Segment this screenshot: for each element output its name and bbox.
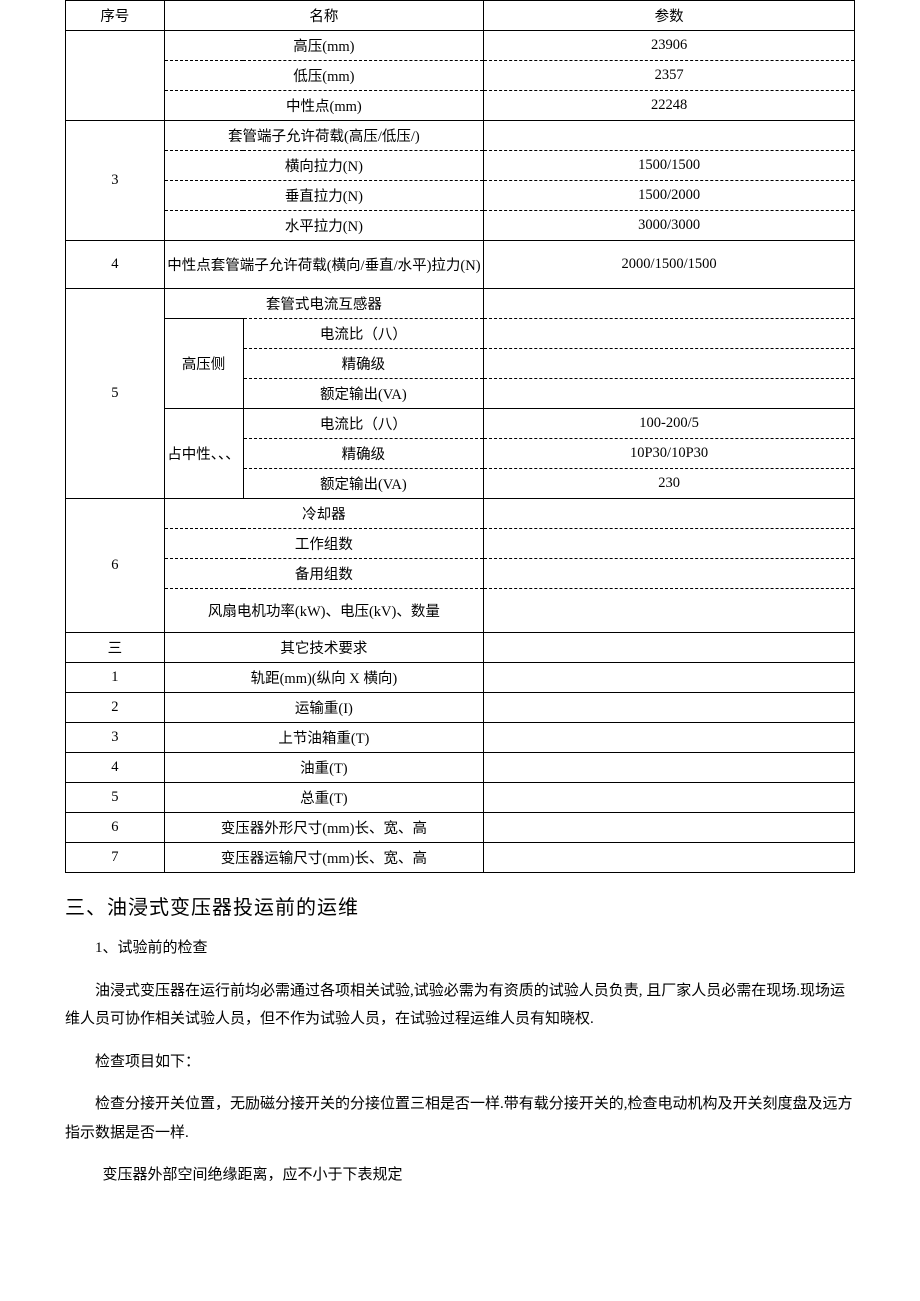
cell-name: 精确级: [243, 439, 484, 469]
cell-val: [484, 319, 855, 349]
idx: 6: [66, 499, 165, 633]
cell-name: 套管式电流互感器: [164, 289, 484, 319]
cell-name: 其它技术要求: [164, 633, 484, 663]
paragraph: 变压器外部空间绝缘距离，应不小于下表规定: [65, 1161, 855, 1190]
cell-name: 工作组数: [164, 529, 484, 559]
cell-val: 3000/3000: [484, 211, 855, 241]
cell-val: 23906: [484, 31, 855, 61]
cell-name: 额定输出(VA): [243, 379, 484, 409]
cell-val: [484, 529, 855, 559]
cell-val: [484, 589, 855, 633]
cell-val: 22248: [484, 91, 855, 121]
idx: 4: [66, 241, 165, 289]
cell-val: [484, 289, 855, 319]
cell-val: [484, 753, 855, 783]
cell-name: 中性点(mm): [164, 91, 484, 121]
cell-val: 2357: [484, 61, 855, 91]
idx: 3: [66, 121, 165, 241]
cell-val: [484, 783, 855, 813]
cell-name: 中性点套管端子允许荷载(横向/垂直/水平)拉力(N): [164, 241, 484, 289]
cell-name: 电流比（八）: [243, 409, 484, 439]
cell-name: 水平拉力(N): [164, 211, 484, 241]
cell-name: 油重(T): [164, 753, 484, 783]
th-param: 参数: [484, 1, 855, 31]
idx: 7: [66, 843, 165, 873]
idx: 三: [66, 633, 165, 663]
idx: 2: [66, 693, 165, 723]
cell-val: [484, 723, 855, 753]
cell-val: [484, 843, 855, 873]
idx-blank: [66, 31, 165, 121]
th-index: 序号: [66, 1, 165, 31]
cell-val: [484, 379, 855, 409]
idx: 5: [66, 783, 165, 813]
cell-name: 轨距(mm)(纵向 X 横向): [164, 663, 484, 693]
cell-name: 低压(mm): [164, 61, 484, 91]
cell-val: [484, 693, 855, 723]
cell-val: [484, 349, 855, 379]
cell-val: [484, 121, 855, 151]
idx: 5: [66, 289, 165, 499]
cell-name: 备用组数: [164, 559, 484, 589]
cell-name: 冷却器: [164, 499, 484, 529]
cell-val: [484, 663, 855, 693]
sub-label: 占中性、、、: [164, 409, 243, 499]
paragraph: 油浸式变压器在运行前均必需通过各项相关试验,试验必需为有资质的试验人员负责, 且…: [65, 977, 855, 1034]
cell-name: 套管端子允许荷载(高压/低压/): [164, 121, 484, 151]
spec-table: 序号 名称 参数 高压(mm) 23906 低压(mm) 2357 中性点(mm…: [65, 0, 855, 873]
sub-label: 高压侧: [164, 319, 243, 409]
cell-name: 运输重(I): [164, 693, 484, 723]
cell-val: [484, 633, 855, 663]
paragraph: 1、试验前的检查: [65, 934, 855, 963]
cell-val: 1500/2000: [484, 181, 855, 211]
idx: 4: [66, 753, 165, 783]
cell-name: 额定输出(VA): [243, 469, 484, 499]
cell-name: 上节油箱重(T): [164, 723, 484, 753]
cell-name: 高压(mm): [164, 31, 484, 61]
cell-val: [484, 559, 855, 589]
idx: 1: [66, 663, 165, 693]
cell-val: [484, 813, 855, 843]
cell-val: 100-200/5: [484, 409, 855, 439]
paragraph: 检查项目如下：: [65, 1048, 855, 1077]
section-title: 三、油浸式变压器投运前的运维: [65, 891, 855, 920]
cell-name: 精确级: [243, 349, 484, 379]
cell-val: 1500/1500: [484, 151, 855, 181]
cell-val: [484, 499, 855, 529]
idx: 6: [66, 813, 165, 843]
cell-name: 变压器运输尺寸(mm)长、宽、高: [164, 843, 484, 873]
cell-val: 2000/1500/1500: [484, 241, 855, 289]
th-name: 名称: [164, 1, 484, 31]
cell-name: 横向拉力(N): [164, 151, 484, 181]
cell-name: 变压器外形尺寸(mm)长、宽、高: [164, 813, 484, 843]
paragraph: 检查分接开关位置，无励磁分接开关的分接位置三相是否一样.带有载分接开关的,检查电…: [65, 1090, 855, 1147]
cell-name: 总重(T): [164, 783, 484, 813]
cell-name: 风扇电机功率(kW)、电压(kV)、数量: [164, 589, 484, 633]
cell-val: 230: [484, 469, 855, 499]
idx: 3: [66, 723, 165, 753]
cell-name: 垂直拉力(N): [164, 181, 484, 211]
cell-name: 电流比（八）: [243, 319, 484, 349]
cell-val: 10P30/10P30: [484, 439, 855, 469]
